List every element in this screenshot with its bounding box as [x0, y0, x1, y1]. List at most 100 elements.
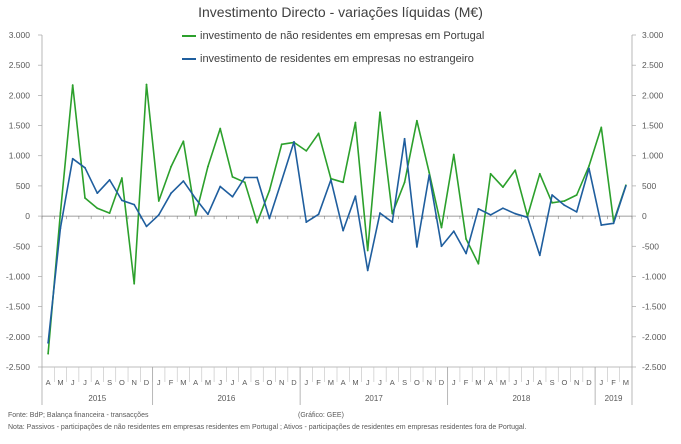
y-tick-label-left: -2.000 [6, 332, 30, 342]
data-point [428, 171, 431, 174]
data-point [243, 181, 246, 184]
y-tick-label-left: 3.000 [9, 30, 31, 40]
y-tick-label-left: 500 [16, 181, 30, 191]
data-point [440, 226, 443, 229]
data-point [84, 166, 86, 169]
data-point [563, 200, 566, 202]
data-point [108, 212, 111, 214]
data-point [317, 132, 320, 135]
x-month-label: M [205, 378, 211, 387]
x-month-label: J [366, 378, 370, 387]
y-tick-label-right: 1.000 [642, 151, 664, 161]
data-point [231, 175, 234, 178]
y-tick-label-left: -1.500 [6, 302, 30, 312]
data-point [415, 119, 418, 122]
x-month-label: A [537, 378, 542, 387]
data-point [465, 252, 467, 255]
y-tick-label-left: 0 [25, 211, 30, 221]
data-point [268, 217, 271, 220]
y-tick-label-right: -2.500 [642, 362, 666, 372]
data-point [502, 207, 504, 210]
series-line-non-residents [47, 83, 627, 354]
footer-source: Fonte: BdP; Balança financeira - transac… [8, 412, 149, 419]
x-year-label: 2018 [512, 394, 530, 403]
x-month-label: S [402, 378, 407, 387]
data-point [415, 245, 418, 248]
footer-credit: (Gráfico: GEE) [298, 412, 344, 419]
y-tick-label-left: 2.000 [9, 90, 31, 100]
data-point [256, 221, 259, 224]
data-point [575, 210, 578, 213]
data-point [477, 262, 480, 265]
data-point [477, 207, 480, 210]
x-month-label: M [180, 378, 186, 387]
data-point [157, 213, 160, 216]
data-point [624, 185, 627, 187]
data-point [452, 230, 455, 233]
x-month-label: N [131, 378, 136, 387]
data-point [379, 212, 381, 214]
data-point [120, 177, 123, 179]
y-tick-label-right: 1.500 [642, 121, 664, 131]
chart-title: Investimento Directo - variações líquida… [198, 4, 483, 20]
data-point [317, 213, 320, 216]
y-tick-label-right: 500 [642, 181, 656, 191]
data-point [59, 227, 62, 230]
data-point [575, 194, 578, 196]
data-point [120, 199, 123, 202]
x-month-label: J [599, 378, 603, 387]
data-point [440, 245, 443, 248]
data-point [366, 249, 369, 252]
data-point [293, 140, 295, 143]
data-point [280, 179, 283, 182]
x-month-label: J [71, 378, 75, 387]
x-year-label: 2019 [605, 394, 623, 403]
x-month-label: S [107, 378, 112, 387]
data-point [428, 174, 431, 176]
data-point [551, 201, 554, 204]
footer-note: Nota: Passivos - participações de não re… [8, 424, 527, 431]
data-point [538, 254, 541, 257]
data-point [219, 185, 222, 188]
x-month-label: O [561, 378, 567, 387]
data-point [145, 225, 148, 228]
data-point [305, 221, 308, 224]
data-point [538, 172, 541, 175]
data-point [170, 165, 172, 168]
data-point [170, 192, 172, 195]
data-point [207, 213, 209, 216]
legend-item-residents: investimento de residentes em empresas n… [182, 53, 474, 65]
x-month-label: S [255, 378, 260, 387]
x-year-label: 2015 [88, 394, 106, 403]
data-point [47, 341, 50, 344]
data-point [157, 200, 160, 202]
y-tick-label-left: -500 [13, 241, 30, 251]
x-month-label: M [328, 378, 334, 387]
x-month-label: N [426, 378, 431, 387]
y-tick-label-right: -500 [642, 241, 659, 251]
x-month-label: M [623, 378, 629, 387]
x-month-label: M [57, 378, 63, 387]
data-point [96, 192, 99, 195]
data-point [194, 197, 197, 200]
data-point [342, 181, 345, 184]
x-month-label: A [95, 378, 100, 387]
data-point [489, 213, 492, 216]
x-month-label: D [439, 378, 445, 387]
data-point [403, 181, 406, 184]
y-tick-label-right: 3.000 [642, 30, 664, 40]
data-point [502, 186, 504, 189]
y-tick-label-right: 2.500 [642, 60, 664, 70]
data-point [145, 83, 148, 86]
data-point [71, 157, 74, 160]
y-tick-label-left: 1.000 [9, 151, 31, 161]
x-month-label: S [550, 378, 555, 387]
y-tick-label-left: 2.500 [9, 60, 31, 70]
x-month-label: A [341, 378, 346, 387]
data-point [133, 282, 136, 285]
data-point [514, 169, 517, 172]
x-month-label: A [46, 378, 51, 387]
legend-label-non-residents: investimento de não residentes em empres… [200, 30, 485, 42]
x-month-label: M [352, 378, 358, 387]
x-month-label: O [119, 378, 125, 387]
